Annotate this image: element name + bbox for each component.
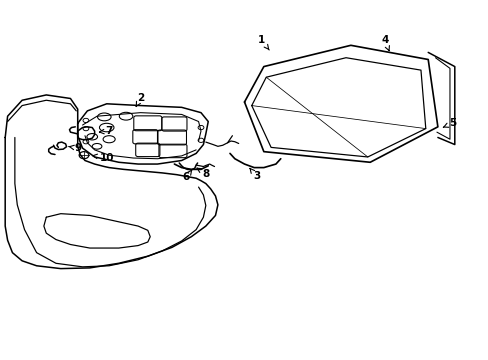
Text: 1: 1 [257, 35, 269, 50]
Text: 5: 5 [443, 118, 455, 128]
Text: 8: 8 [197, 168, 209, 179]
Text: 10: 10 [93, 153, 114, 163]
Text: 7: 7 [99, 126, 113, 136]
Text: 2: 2 [136, 94, 144, 107]
Text: 9: 9 [68, 143, 81, 153]
Text: 6: 6 [183, 170, 192, 182]
Circle shape [79, 152, 89, 159]
Text: 4: 4 [380, 35, 388, 51]
Text: 3: 3 [249, 168, 260, 181]
